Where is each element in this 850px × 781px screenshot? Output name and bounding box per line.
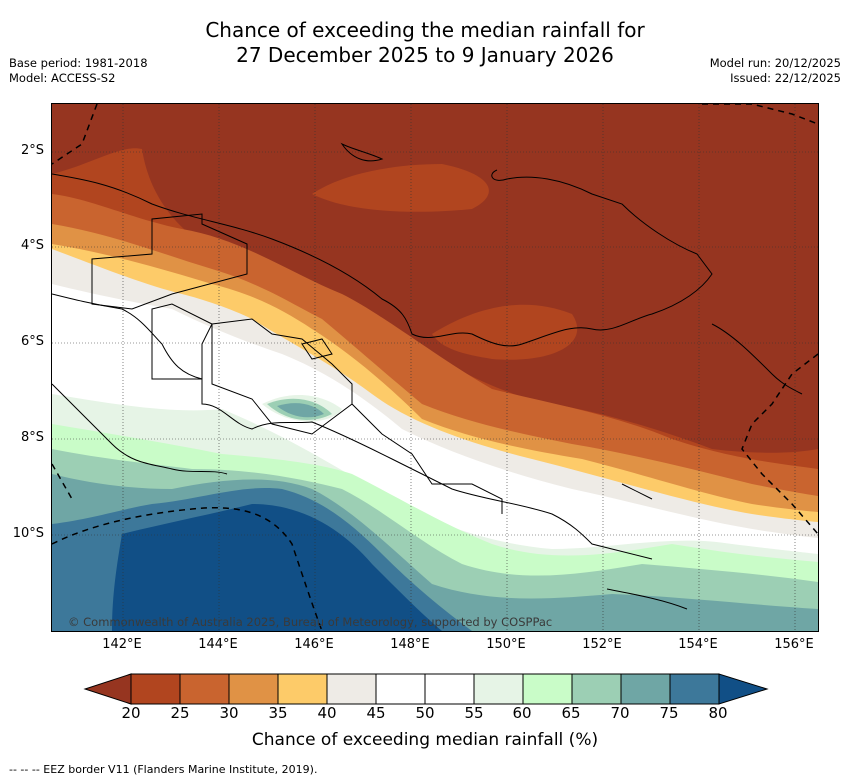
colorbar-cell — [571, 673, 622, 705]
colorbar-tick-25: 25 — [170, 704, 190, 722]
colorbar-tick-80: 80 — [708, 704, 728, 722]
colorbar-tick-55: 55 — [464, 704, 484, 722]
eez-legend: -- -- -- EEZ border V11 (Flanders Marine… — [9, 763, 318, 776]
colorbar-label: Chance of exceeding median rainfall (%) — [251, 730, 599, 750]
copyright-notice: © Commonwealth of Australia 2025, Bureau… — [68, 615, 553, 629]
colorbar-tick-35: 35 — [268, 704, 288, 722]
title-line-1: Chance of exceeding the median rainfall … — [205, 18, 645, 42]
meta-right: Model run: 20/12/2025 Issued: 22/12/2025 — [710, 56, 841, 86]
colorbar-cell — [326, 673, 377, 705]
eez-borders — [52, 104, 818, 631]
band-85 — [112, 504, 442, 631]
colorbar-cell — [620, 673, 671, 705]
colorbar-cell — [228, 673, 279, 705]
lon-label-148e: 148°E — [390, 637, 430, 652]
map-canvas — [52, 104, 818, 631]
chart-title: Chance of exceeding the median rainfall … — [0, 18, 850, 68]
lon-label-156e: 156°E — [774, 637, 814, 652]
colorbar-tick-20: 20 — [121, 704, 141, 722]
colorbar-tick-60: 60 — [512, 704, 532, 722]
issued-date: Issued: 22/12/2025 — [730, 71, 841, 85]
colorbar-extend-high — [718, 673, 769, 705]
colorbar-cell — [179, 673, 230, 705]
lon-label-146e: 146°E — [294, 637, 334, 652]
lon-label-144e: 144°E — [198, 637, 238, 652]
title-line-2: 27 December 2025 to 9 January 2026 — [236, 43, 614, 67]
lon-label-154e: 154°E — [678, 637, 718, 652]
lat-label-2s: 2°S — [20, 143, 44, 158]
colorbar-tick-75: 75 — [659, 704, 679, 722]
colorbar-extend-low — [83, 673, 132, 705]
coastline — [52, 142, 803, 610]
colorbar-cell — [130, 673, 181, 705]
lat-label-10s: 10°S — [12, 526, 44, 541]
lon-label-142e: 142°E — [102, 637, 142, 652]
model-run: Model run: 20/12/2025 — [709, 56, 841, 70]
colorbar-cell — [669, 673, 720, 705]
base-period: Base period: 1981-2018 — [9, 56, 148, 70]
colorbar — [83, 673, 769, 705]
colorbar-tick-50: 50 — [415, 704, 435, 722]
colorbar-cell — [522, 673, 573, 705]
colorbar-cell — [375, 673, 426, 705]
colorbar-cell — [424, 673, 475, 705]
lat-label-4s: 4°S — [20, 238, 44, 253]
colorbar-tick-65: 65 — [561, 704, 581, 722]
colorbar-tick-30: 30 — [219, 704, 239, 722]
lon-label-150e: 150°E — [486, 637, 526, 652]
colorbar-tick-40: 40 — [317, 704, 337, 722]
rainfall-map[interactable] — [51, 103, 819, 632]
lat-label-8s: 8°S — [20, 430, 44, 445]
colorbar-tick-70: 70 — [610, 704, 630, 722]
province-borders — [91, 213, 503, 514]
colorbar-tick-45: 45 — [366, 704, 386, 722]
meta-left: Base period: 1981-2018 Model: ACCESS-S2 — [9, 56, 148, 86]
model-name: Model: ACCESS-S2 — [9, 71, 116, 85]
lat-label-6s: 6°S — [20, 334, 44, 349]
colorbar-cell — [277, 673, 328, 705]
lon-label-152e: 152°E — [582, 637, 622, 652]
colorbar-cell — [473, 673, 524, 705]
